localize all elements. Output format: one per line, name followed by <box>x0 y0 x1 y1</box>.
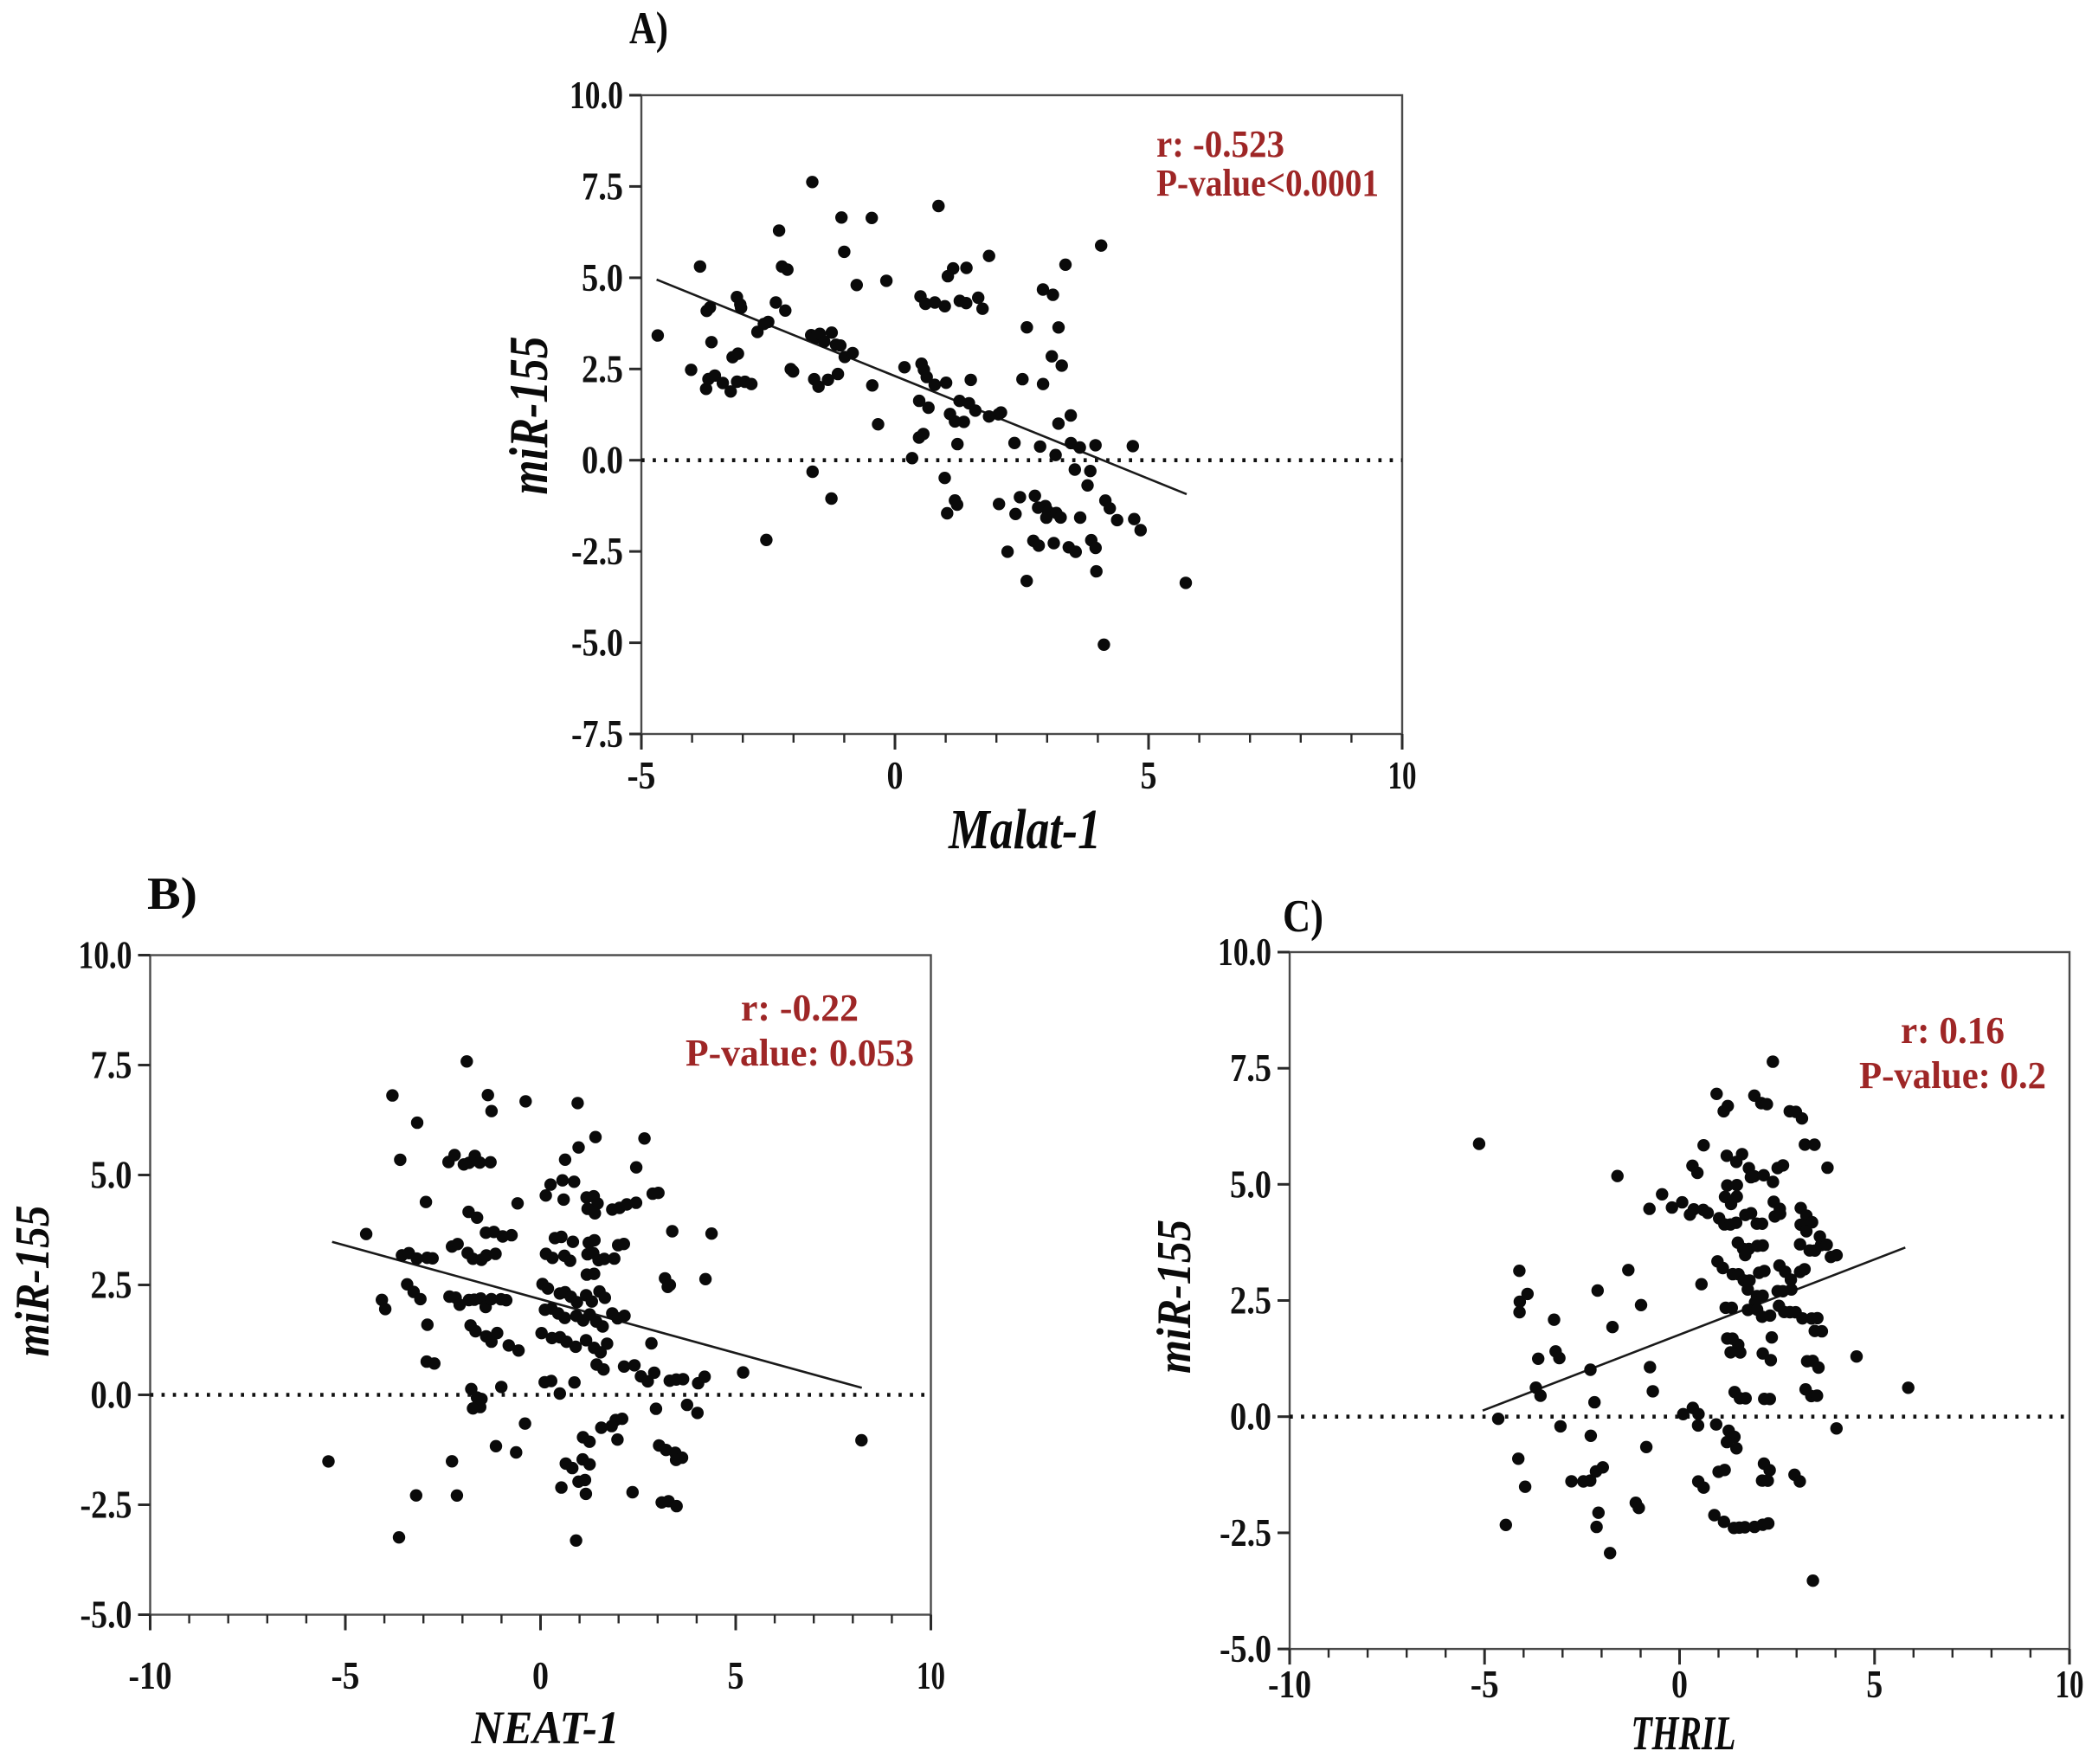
svg-text:miR-155: miR-155 <box>6 1206 60 1357</box>
svg-text:0.0: 0.0 <box>1230 1395 1271 1439</box>
svg-text:5.0: 5.0 <box>91 1154 132 1197</box>
svg-text:5: 5 <box>1866 1663 1883 1706</box>
svg-text:Malat-1: Malat-1 <box>948 798 1101 861</box>
svg-text:2.5: 2.5 <box>582 347 623 390</box>
svg-text:A): A) <box>629 3 668 54</box>
svg-text:2.5: 2.5 <box>1230 1279 1271 1323</box>
svg-text:THRIL: THRIL <box>1632 1707 1736 1760</box>
svg-text:-5.0: -5.0 <box>1220 1627 1271 1671</box>
svg-text:-5: -5 <box>332 1654 360 1697</box>
svg-text:10.0: 10.0 <box>570 74 623 117</box>
svg-text:0.0: 0.0 <box>91 1374 132 1417</box>
svg-text:r: -0.523: r: -0.523 <box>1156 123 1284 165</box>
svg-text:r: 0.16: r: 0.16 <box>1901 1009 2005 1052</box>
svg-text:-2.5: -2.5 <box>571 530 623 573</box>
svg-text:B): B) <box>147 869 197 919</box>
svg-text:-5: -5 <box>628 754 656 797</box>
svg-text:0: 0 <box>532 1654 549 1697</box>
svg-text:-2.5: -2.5 <box>80 1484 132 1527</box>
svg-text:5.0: 5.0 <box>582 256 623 299</box>
svg-text:P-value: 0.2: P-value: 0.2 <box>1859 1054 2046 1097</box>
svg-text:miR-155: miR-155 <box>1148 1220 1201 1374</box>
svg-text:NEAT-1: NEAT-1 <box>471 1702 620 1754</box>
svg-text:2.5: 2.5 <box>91 1264 132 1307</box>
svg-text:-5.0: -5.0 <box>571 621 623 665</box>
svg-text:-7.5: -7.5 <box>571 712 623 756</box>
svg-text:5: 5 <box>728 1654 744 1697</box>
svg-text:7.5: 7.5 <box>582 164 623 208</box>
svg-text:-2.5: -2.5 <box>1220 1511 1271 1555</box>
svg-text:miR-155: miR-155 <box>498 337 559 495</box>
svg-text:10: 10 <box>917 1654 945 1697</box>
svg-text:5.0: 5.0 <box>1230 1162 1271 1206</box>
svg-text:5: 5 <box>1141 754 1157 797</box>
svg-text:10: 10 <box>2056 1663 2084 1706</box>
svg-text:-5.0: -5.0 <box>80 1593 132 1637</box>
svg-text:-10: -10 <box>129 1654 172 1697</box>
svg-text:C): C) <box>1283 892 1323 942</box>
svg-text:-10: -10 <box>1268 1663 1311 1706</box>
svg-text:r: -0.22: r: -0.22 <box>741 987 859 1029</box>
svg-text:7.5: 7.5 <box>91 1044 132 1087</box>
svg-text:10.0: 10.0 <box>1218 930 1271 974</box>
svg-text:10.0: 10.0 <box>79 934 132 977</box>
svg-text:-5: -5 <box>1471 1663 1499 1706</box>
svg-text:10: 10 <box>1388 754 1417 797</box>
svg-text:P-value<0.0001: P-value<0.0001 <box>1156 162 1379 204</box>
svg-text:P-value: 0.053: P-value: 0.053 <box>686 1032 914 1074</box>
svg-text:0: 0 <box>1671 1663 1688 1706</box>
svg-text:7.5: 7.5 <box>1230 1046 1271 1090</box>
svg-text:0: 0 <box>887 754 904 797</box>
svg-text:0.0: 0.0 <box>582 439 623 482</box>
